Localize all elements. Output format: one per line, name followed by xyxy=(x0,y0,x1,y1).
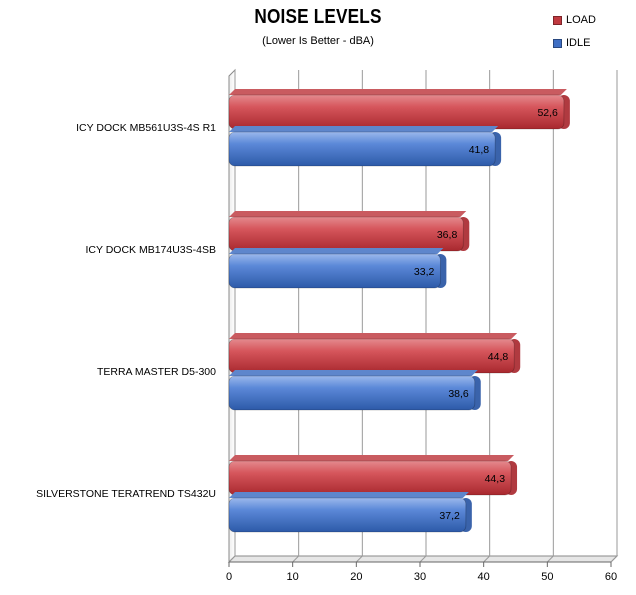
bar-load-1-value-label: 36,8 xyxy=(437,229,458,241)
gridline-foot-60 xyxy=(610,555,618,563)
bar-load-0-top xyxy=(229,89,567,95)
gridline-foot-10 xyxy=(292,555,300,563)
bar-load-3-value-label: 44,3 xyxy=(485,473,506,485)
bar-idle-2-value-label: 38,6 xyxy=(448,388,469,400)
x-tick-label-60: 60 xyxy=(605,571,617,583)
category-label-0: ICY DOCK MB561U3S-4S R1 xyxy=(76,122,216,134)
bar-load-0 xyxy=(228,89,570,130)
x-tick-label-0: 0 xyxy=(226,571,232,583)
x-tick-label-20: 20 xyxy=(350,571,362,583)
bar-idle-0-front xyxy=(228,131,496,167)
bar-idle-3-top xyxy=(229,492,469,498)
x-tick-label-50: 50 xyxy=(541,571,553,583)
legend-item-load: LOAD xyxy=(553,13,596,27)
bar-idle-0-top xyxy=(229,126,499,132)
bar-idle-0-value-label: 41,8 xyxy=(469,144,490,156)
legend-swatch-load xyxy=(553,15,562,25)
gridline-foot-40 xyxy=(483,555,491,563)
bar-load-1-front xyxy=(228,216,464,252)
bar-load-2 xyxy=(228,333,521,374)
chart-subtitle: (Lower Is Better - dBA) xyxy=(262,35,374,47)
bar-idle-1-value-label: 33,2 xyxy=(414,266,435,278)
gridline-foot-50 xyxy=(546,555,554,563)
x-tick-label-40: 40 xyxy=(478,571,490,583)
gridline-foot-0 xyxy=(228,555,236,563)
x-tick-label-10: 10 xyxy=(287,571,299,583)
bar-load-3-top xyxy=(229,455,515,461)
category-label-3: SILVERSTONE TERATREND TS432U xyxy=(36,488,216,500)
bar-load-2-value-label: 44,8 xyxy=(488,351,509,363)
category-label-1: ICY DOCK MB174U3S-4SB xyxy=(85,244,216,256)
bar-idle-0 xyxy=(228,126,502,167)
legend-swatch-idle xyxy=(553,38,562,48)
chart-title: NOISE LEVELS xyxy=(254,6,382,28)
bar-idle-3-front xyxy=(228,497,467,533)
bar-load-0-value-label: 52,6 xyxy=(537,107,558,119)
bar-idle-1 xyxy=(228,248,447,289)
bar-load-2-front xyxy=(228,338,515,374)
x-tick-label-30: 30 xyxy=(414,571,426,583)
gridline-foot-30 xyxy=(419,555,427,563)
bar-idle-1-front xyxy=(228,253,441,289)
bar-idle-3 xyxy=(228,492,472,533)
gridline-foot-20 xyxy=(355,555,363,563)
bar-load-1-top xyxy=(229,211,467,217)
legend-item-idle: IDLE xyxy=(553,36,590,50)
legend-label-load: LOAD xyxy=(566,14,596,26)
bar-load-2-top xyxy=(229,333,518,339)
bar-idle-3-value-label: 37,2 xyxy=(439,510,460,522)
category-label-2: TERRA MASTER D5-300 xyxy=(97,366,216,378)
bar-load-1 xyxy=(228,211,470,252)
bar-idle-2-top xyxy=(229,370,478,376)
legend-label-idle: IDLE xyxy=(566,37,591,49)
bar-load-3 xyxy=(228,455,518,496)
bar-load-3-front xyxy=(228,460,512,496)
bar-idle-1-top xyxy=(229,248,444,254)
bar-idle-2-front xyxy=(228,375,476,411)
bar-idle-2 xyxy=(228,370,481,411)
bar-load-0-front xyxy=(228,94,565,130)
